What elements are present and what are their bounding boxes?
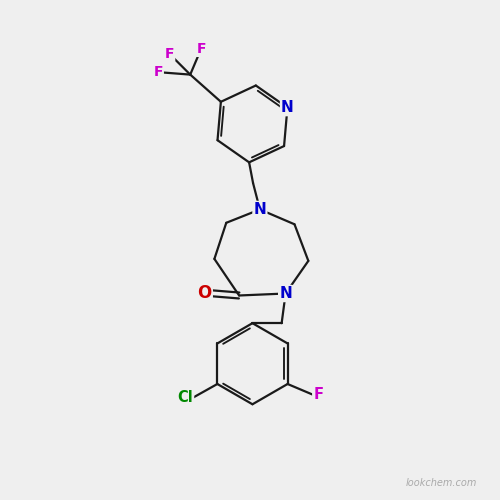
Text: N: N: [281, 100, 294, 115]
Text: N: N: [279, 286, 292, 301]
Text: F: F: [196, 42, 206, 56]
Text: N: N: [254, 202, 266, 217]
Text: O: O: [198, 284, 211, 302]
Text: F: F: [313, 388, 323, 402]
Text: F: F: [164, 47, 174, 61]
Text: F: F: [154, 65, 163, 79]
Text: lookchem.com: lookchem.com: [406, 478, 477, 488]
Text: Cl: Cl: [178, 390, 193, 406]
